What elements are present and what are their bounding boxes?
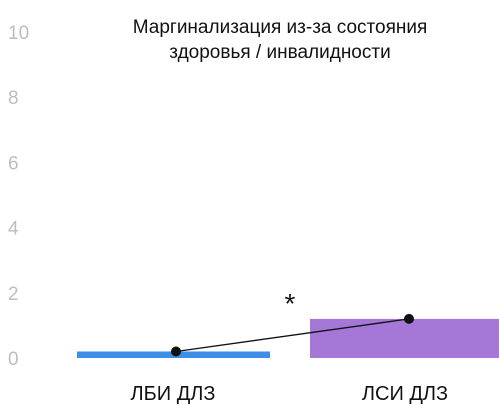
y-axis-ticks: 0 2 4 6 8 10 [8,23,29,370]
significance-asterisk: * [285,288,296,319]
y-tick-label: 10 [8,23,29,44]
x-category-label: ЛСИ ДЛЗ [362,383,448,405]
x-category-label: ЛБИ ДЛЗ [131,383,216,405]
y-tick-label: 0 [8,349,19,370]
x-axis-categories: ЛБИ ДЛЗ ЛСИ ДЛЗ [131,383,449,405]
bar-2 [310,318,499,358]
chart-title-line-2: здоровья / инвалидности [169,42,390,63]
y-tick-label: 4 [8,219,19,240]
connector [171,313,414,357]
connector-line [175,318,410,353]
chart-title-line-1: Маргинализация из-за состояния [133,17,428,38]
y-tick-label: 6 [8,153,19,174]
y-tick-label: 2 [8,284,19,305]
bars [77,318,499,358]
data-point-1 [171,346,181,357]
y-tick-label: 8 [8,88,19,109]
data-point-2 [404,313,414,324]
